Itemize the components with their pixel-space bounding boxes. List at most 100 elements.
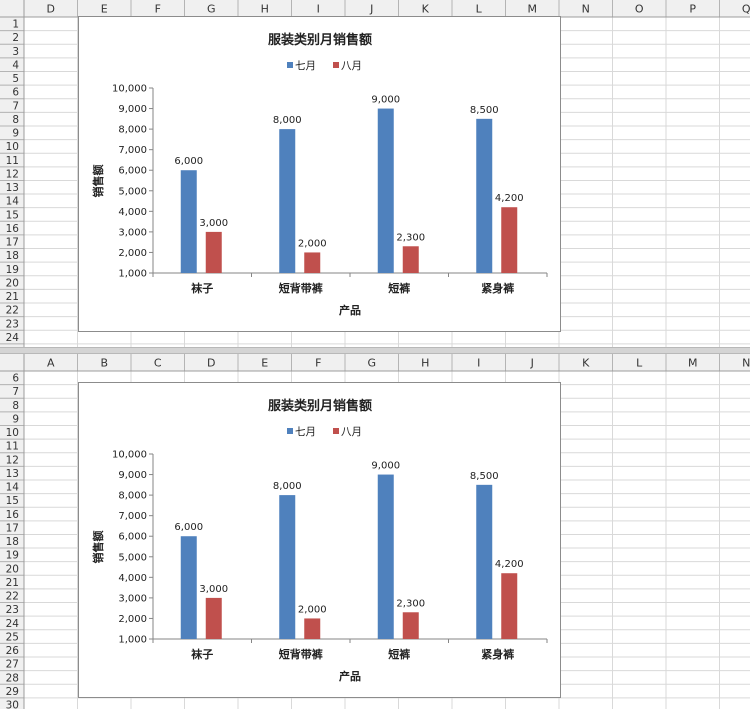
- bar-2-2[interactable]: [304, 618, 321, 639]
- bar-2-3[interactable]: [402, 246, 419, 273]
- row-header-11[interactable]: 11: [6, 155, 19, 167]
- column-header-C[interactable]: C: [154, 357, 162, 370]
- row-header-21[interactable]: 21: [6, 577, 19, 589]
- column-header-D[interactable]: D: [207, 357, 215, 370]
- bar-1-4[interactable]: [476, 484, 493, 639]
- bar-1-3[interactable]: [377, 474, 394, 639]
- row-header-13[interactable]: 13: [6, 468, 19, 480]
- bar-2-1[interactable]: [205, 231, 222, 273]
- column-header-F[interactable]: F: [155, 3, 161, 16]
- column-header-P[interactable]: P: [689, 3, 696, 16]
- x-tick-label: 袜子: [190, 281, 213, 295]
- bar-1-2[interactable]: [279, 129, 296, 273]
- row-header-9[interactable]: 9: [12, 413, 19, 425]
- column-header-E[interactable]: E: [261, 357, 268, 370]
- column-header-M[interactable]: M: [688, 357, 698, 370]
- column-header-I[interactable]: I: [317, 3, 320, 16]
- row-header-18[interactable]: 18: [6, 250, 19, 262]
- row-header-4[interactable]: 4: [12, 59, 19, 71]
- row-header-6[interactable]: 6: [12, 87, 19, 99]
- column-header-O[interactable]: O: [635, 3, 644, 16]
- bar-1-4[interactable]: [476, 118, 493, 273]
- column-header-B[interactable]: B: [100, 357, 108, 370]
- row-header-17[interactable]: 17: [6, 237, 19, 249]
- worksheet-pane-bottom[interactable]: A B C D E F G H I J K L M N 6 7 8 9 10 11 12 13 14 15 16 17 18 19 20…: [0, 354, 750, 709]
- row-header-7[interactable]: 7: [12, 386, 19, 398]
- column-header-A[interactable]: A: [47, 357, 55, 370]
- column-header-J[interactable]: J: [369, 3, 373, 16]
- row-header-27[interactable]: 27: [6, 659, 19, 671]
- row-header-13[interactable]: 13: [6, 182, 19, 194]
- row-header-16[interactable]: 16: [6, 223, 20, 235]
- column-header-H[interactable]: H: [421, 357, 429, 370]
- worksheet-pane-top[interactable]: D E F G H I J K L M N O P Q 1 2 3 4 5 6 7 8 9 10 11 12 13 14 15 16 17 1…: [0, 0, 750, 347]
- bar-2-4[interactable]: [501, 573, 518, 639]
- row-header-7[interactable]: 7: [12, 100, 19, 112]
- bar-1-3[interactable]: [377, 108, 394, 273]
- column-header-N[interactable]: N: [742, 357, 750, 370]
- row-header-12[interactable]: 12: [6, 454, 19, 466]
- bar-1-2[interactable]: [279, 495, 296, 639]
- row-header-14[interactable]: 14: [6, 482, 20, 494]
- row-header-30[interactable]: 30: [6, 700, 19, 709]
- row-header-10[interactable]: 10: [6, 427, 19, 439]
- row-header-1[interactable]: 1: [12, 19, 19, 31]
- row-header-8[interactable]: 8: [12, 400, 19, 412]
- column-header-G[interactable]: G: [207, 3, 216, 16]
- row-header-29[interactable]: 29: [6, 686, 19, 698]
- column-header-D[interactable]: D: [47, 3, 55, 16]
- chart-top[interactable]: 服装类别月销售额 七月 八月 1,000 2,000 3,000 4,000 5,000 6,0…: [78, 16, 561, 332]
- row-header-14[interactable]: 14: [6, 196, 20, 208]
- row-header-9[interactable]: 9: [12, 128, 19, 140]
- column-header-E[interactable]: E: [101, 3, 108, 16]
- bar-2-1[interactable]: [205, 597, 222, 639]
- row-header-3[interactable]: 3: [12, 46, 19, 58]
- column-header-L[interactable]: L: [636, 357, 643, 370]
- column-header-N[interactable]: N: [582, 3, 590, 16]
- bar-1-1[interactable]: [180, 536, 197, 639]
- row-header-23[interactable]: 23: [6, 604, 19, 616]
- row-header-22[interactable]: 22: [6, 305, 19, 317]
- row-header-24[interactable]: 24: [6, 332, 20, 344]
- row-header-21[interactable]: 21: [6, 291, 19, 303]
- column-header-F[interactable]: F: [315, 357, 321, 370]
- row-header-18[interactable]: 18: [6, 536, 19, 548]
- row-header-12[interactable]: 12: [6, 168, 19, 180]
- row-header-10[interactable]: 10: [6, 141, 19, 153]
- data-label: 2,000: [298, 604, 327, 615]
- row-header-19[interactable]: 19: [6, 550, 19, 562]
- row-header-20[interactable]: 20: [6, 563, 19, 575]
- row-header-25[interactable]: 25: [6, 631, 19, 643]
- row-header-20[interactable]: 20: [6, 277, 19, 289]
- row-header-22[interactable]: 22: [6, 591, 19, 603]
- row-header-11[interactable]: 11: [6, 441, 19, 453]
- column-header-L[interactable]: L: [476, 3, 483, 16]
- column-header-M[interactable]: M: [528, 3, 538, 16]
- row-header-28[interactable]: 28: [6, 672, 19, 684]
- column-header-I[interactable]: I: [477, 357, 480, 370]
- row-header-23[interactable]: 23: [6, 318, 19, 330]
- bar-2-3[interactable]: [402, 612, 419, 639]
- row-header-15[interactable]: 15: [6, 495, 19, 507]
- column-header-G[interactable]: G: [367, 357, 376, 370]
- row-header-26[interactable]: 26: [6, 645, 20, 657]
- column-header-K[interactable]: K: [582, 357, 590, 370]
- pane-splitter[interactable]: [0, 347, 750, 354]
- row-header-24[interactable]: 24: [6, 618, 20, 630]
- row-header-16[interactable]: 16: [6, 509, 20, 521]
- bar-1-1[interactable]: [180, 170, 197, 273]
- column-header-H[interactable]: H: [261, 3, 269, 16]
- row-header-15[interactable]: 15: [6, 209, 19, 221]
- row-header-8[interactable]: 8: [12, 114, 19, 126]
- column-header-K[interactable]: K: [422, 3, 430, 16]
- row-header-2[interactable]: 2: [12, 32, 19, 44]
- bar-2-4[interactable]: [501, 207, 518, 273]
- bar-2-2[interactable]: [304, 252, 321, 273]
- row-header-6[interactable]: 6: [12, 373, 19, 385]
- column-header-J[interactable]: J: [530, 357, 534, 370]
- row-header-17[interactable]: 17: [6, 522, 19, 534]
- row-header-5[interactable]: 5: [12, 73, 19, 85]
- row-header-19[interactable]: 19: [6, 264, 19, 276]
- chart-bottom[interactable]: 服装类别月销售额 七月 八月 1,000 2,000 3,000 4,000 5,000 6,0…: [78, 382, 561, 698]
- column-header-Q[interactable]: Q: [742, 3, 750, 16]
